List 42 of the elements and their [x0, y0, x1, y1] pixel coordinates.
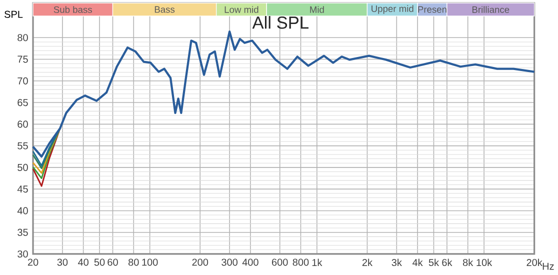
- y-tick-label: 70: [18, 77, 28, 84]
- x-tick-label: 6k: [442, 258, 452, 266]
- y-tick-label: 45: [17, 186, 28, 193]
- band-label: Presen: [418, 6, 446, 13]
- y-tick-label: 50: [18, 164, 28, 171]
- x-tick-label: 60: [108, 258, 118, 266]
- band-label: Low mid: [224, 6, 258, 13]
- y-axis-title: SPL: [4, 10, 23, 18]
- x-tick-label: 2k: [362, 258, 373, 266]
- x-axis-title: Hz: [542, 262, 554, 270]
- x-tick-label: 30: [57, 258, 68, 266]
- x-tick-label: 5k: [428, 258, 440, 266]
- x-tick-label: 800: [292, 258, 309, 266]
- x-tick-label: 50: [94, 258, 105, 266]
- x-tick-label: 80: [128, 258, 139, 266]
- x-tick-label: 20k: [526, 258, 542, 266]
- band-label: Brilliance: [472, 6, 510, 13]
- y-tick-label: 75: [18, 56, 28, 63]
- x-tick-label: 3k: [392, 258, 402, 266]
- y-tick-label: 60: [18, 120, 28, 128]
- y-tick-label: 40: [17, 207, 28, 214]
- band-label: Sub bass: [54, 6, 92, 13]
- x-tick-label: 4k: [412, 258, 423, 266]
- y-tick-label: 80: [18, 34, 28, 42]
- text: All SPL: [252, 16, 308, 29]
- x-tick-label: 10k: [476, 258, 492, 266]
- y-tick-label: 55: [18, 142, 28, 150]
- x-tick-label: 200: [192, 258, 208, 266]
- x-tick-label: 20: [28, 258, 38, 266]
- x-tick-label: 300: [222, 258, 238, 266]
- x-tick-label: 8k: [462, 258, 474, 266]
- band-label: Bass: [154, 6, 175, 13]
- band-label: Mid: [310, 6, 324, 13]
- x-tick-label: 1k: [312, 258, 322, 266]
- y-tick-label: 35: [18, 228, 28, 236]
- x-tick-label: 600: [272, 258, 288, 266]
- x-tick-label: 100: [142, 258, 158, 266]
- x-tick-label: 400: [242, 258, 258, 266]
- y-tick-label: 30: [18, 250, 28, 258]
- y-tick-label: 65: [18, 98, 28, 106]
- x-tick-label: 40: [78, 258, 88, 266]
- band-label: Upper mid: [372, 5, 414, 14]
